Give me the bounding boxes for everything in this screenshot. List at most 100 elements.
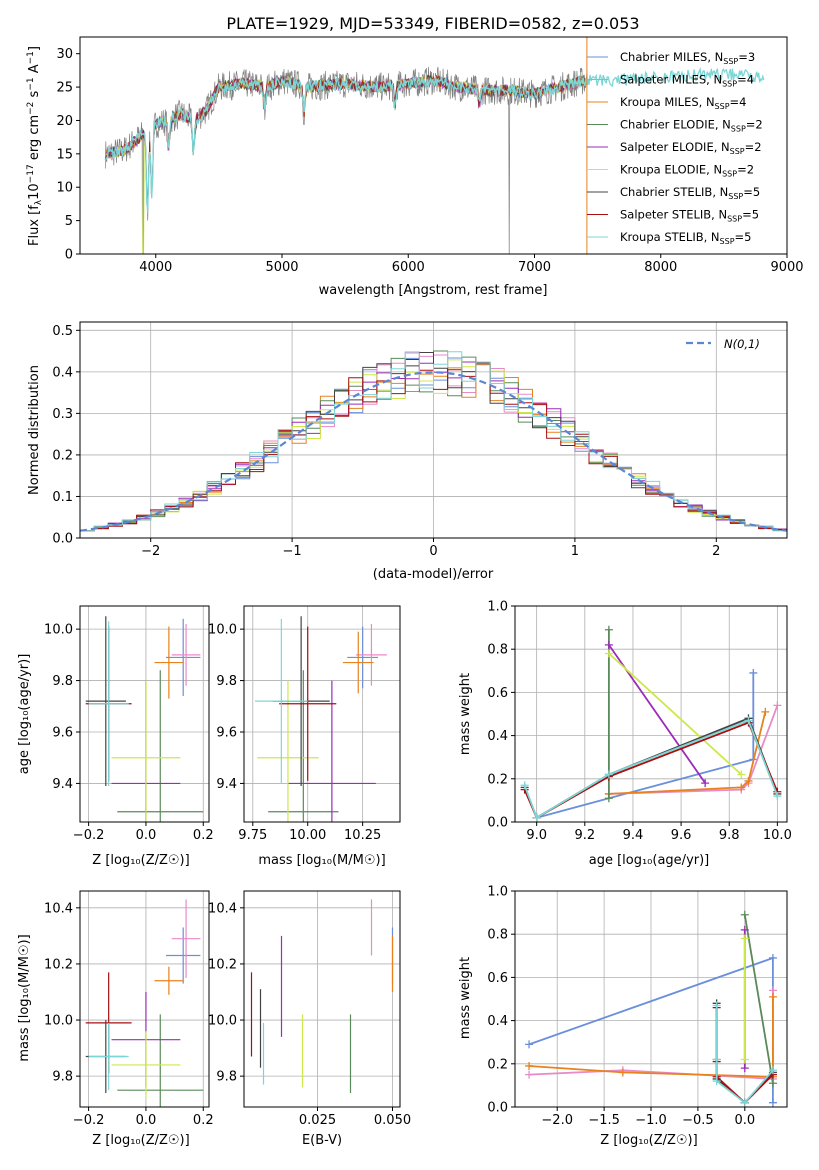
y-tick-label: 10.0 bbox=[208, 1014, 237, 1029]
y-tick-label: 0.8 bbox=[487, 928, 508, 943]
weight-point-chabrier-elodie bbox=[604, 625, 613, 634]
weight-point-chabrier-miles bbox=[749, 668, 758, 677]
axes-frame bbox=[79, 890, 210, 1108]
plot-area bbox=[85, 616, 204, 822]
weight-point-chabrier-miles bbox=[525, 1040, 534, 1049]
y-tick-label: 0.6 bbox=[487, 686, 508, 701]
y-tick-label: 0.2 bbox=[487, 1057, 508, 1072]
y-tick-label: 9.8 bbox=[52, 1070, 73, 1085]
y-tick-label: 10.4 bbox=[44, 901, 73, 916]
x-tick-label: −2.0 bbox=[541, 1113, 573, 1128]
weight-point-kroupa-stelib bbox=[768, 1066, 777, 1075]
y-tick-label: 0.1 bbox=[52, 490, 73, 505]
y-tick-label: 0.2 bbox=[52, 448, 73, 463]
y-tick-label: 0.2 bbox=[487, 772, 508, 787]
y-tick-label: 0.5 bbox=[52, 324, 73, 339]
y-tick-label: 10.2 bbox=[208, 957, 237, 972]
weight-point-chabrier-elodie bbox=[768, 1079, 777, 1088]
weight-point-kroupa-miles bbox=[737, 783, 746, 792]
y-tick-label: 9.4 bbox=[52, 777, 73, 792]
legend-label-kroupa-stelib: Kroupa STELIB, NSSP=5 bbox=[620, 230, 751, 246]
x-tick-label: 9.2 bbox=[574, 828, 595, 843]
y-tick-label: 9.6 bbox=[52, 726, 73, 741]
axes-frame bbox=[514, 605, 788, 823]
residual-panel: −2 −1 0 1 2 0.0 0.1 0.2 0.3 0.4 0.5 N(0,1) bbox=[52, 321, 788, 559]
mass-vs-z-panel: −0.2 0.0 0.2 9.8 10.0 10.2 10.4 bbox=[44, 890, 214, 1128]
x-tick-label: 2 bbox=[712, 544, 720, 559]
x-tick-label: 9.4 bbox=[623, 828, 644, 843]
y-tick-label: 15 bbox=[56, 147, 73, 162]
legend-label-gaussian: N(0,1) bbox=[724, 337, 760, 351]
weight-point-kroupa-stelib bbox=[712, 1055, 721, 1064]
weight-line-chabrier-elodie bbox=[743, 914, 774, 1084]
weight-age-xlabel: age [log₁₀(age/yr)] bbox=[589, 853, 710, 868]
x-tick-label: 10.00 bbox=[289, 828, 326, 843]
y-tick-label: 9.8 bbox=[216, 1070, 237, 1085]
weight-point-kroupa-stelib bbox=[712, 1077, 721, 1086]
legend-label-salpeter-elodie: Salpeter ELODIE, NSSP=2 bbox=[620, 140, 762, 156]
weight-point-kroupa-stelib bbox=[740, 1098, 749, 1107]
weight-point-kroupa-miles bbox=[618, 1068, 627, 1077]
x-tick-label: 0.0 bbox=[136, 828, 157, 843]
y-tick-label: 9.8 bbox=[52, 674, 73, 689]
y-tick-label: 0.8 bbox=[487, 643, 508, 658]
model-spectrum-kroupa-stelib bbox=[104, 66, 765, 213]
x-tick-label: 10.25 bbox=[344, 828, 381, 843]
weight-vs-age-panel: 9.0 9.2 9.4 9.6 9.8 10.0 0.0 0.2 0.4 0.6 0.8 1.0 bbox=[487, 600, 792, 844]
age-vs-mass-panel: 9.75 10.00 10.25 9.4 9.6 9.8 10.0 bbox=[208, 605, 401, 843]
weight-z-xlabel: Z [log₁₀(Z/Z☉)] bbox=[600, 1133, 697, 1148]
x-tick-label: 0.0 bbox=[136, 1113, 157, 1128]
weight-point-salpeter-elodie bbox=[740, 1064, 749, 1073]
legend-label-kroupa-miles: Kroupa MILES, NSSP=4 bbox=[620, 95, 746, 111]
x-tick-label: 9.8 bbox=[719, 828, 740, 843]
y-tick-label: 10.4 bbox=[208, 901, 237, 916]
plot-area bbox=[250, 899, 394, 1093]
x-tick-label: −1.5 bbox=[588, 1113, 620, 1128]
plot-area bbox=[80, 350, 787, 532]
weight-point-kroupa-elodie bbox=[740, 1055, 749, 1064]
x-tick-label: 5000 bbox=[265, 260, 298, 275]
x-tick-label: −1 bbox=[283, 544, 302, 559]
age-vs-z-panel: −0.2 0.0 0.2 9.4 9.6 9.8 10.0 bbox=[44, 605, 214, 843]
weight-point-kroupa-stelib bbox=[744, 716, 753, 725]
weight-point-salpeter-elodie bbox=[604, 640, 613, 649]
axes-frame bbox=[243, 605, 401, 823]
x-tick-label: −0.2 bbox=[73, 828, 105, 843]
y-tick-label: 9.4 bbox=[216, 777, 237, 792]
weight-point-kroupa-elodie bbox=[737, 770, 746, 779]
y-tick-label: 0.0 bbox=[487, 1101, 508, 1116]
weight-point-kroupa-stelib bbox=[712, 1001, 721, 1010]
spectrum-ylabel: Flux [fλ10−17 erg cm−2 s−1 A−1] bbox=[26, 46, 44, 246]
y-tick-label: 1.0 bbox=[487, 600, 508, 615]
residual-ylabel: Normed distribution bbox=[27, 365, 42, 495]
age-mass-xlabel: mass [log₁₀(M/M☉)] bbox=[258, 853, 385, 868]
weight-line-kroupa-elodie bbox=[608, 652, 742, 776]
x-tick-label: −0.2 bbox=[73, 1113, 105, 1128]
weight-z-ylabel: mass weight bbox=[458, 957, 473, 1039]
x-tick-label: 1 bbox=[571, 544, 579, 559]
y-tick-label: 10.0 bbox=[44, 1014, 73, 1029]
y-tick-label: 0.4 bbox=[487, 729, 508, 744]
legend-label-kroupa-elodie: Kroupa ELODIE, NSSP=2 bbox=[620, 163, 754, 179]
x-tick-label: 8000 bbox=[644, 260, 677, 275]
plot-area bbox=[104, 37, 765, 254]
x-tick-label: 9.75 bbox=[238, 828, 267, 843]
weight-point-salpeter-elodie bbox=[740, 925, 749, 934]
legend-label-salpeter-miles: Salpeter MILES, NSSP=4 bbox=[620, 73, 754, 89]
weight-age-ylabel: mass weight bbox=[458, 673, 473, 755]
y-tick-label: 0.4 bbox=[487, 1014, 508, 1029]
x-tick-label: 4000 bbox=[139, 260, 172, 275]
weight-point-chabrier-miles bbox=[768, 953, 777, 962]
x-tick-label: 7000 bbox=[518, 260, 551, 275]
y-tick-label: 9.8 bbox=[216, 674, 237, 689]
y-tick-label: 25 bbox=[56, 81, 73, 96]
weight-point-salpeter-elodie bbox=[701, 779, 710, 788]
spectrum-panel: 4000 5000 6000 7000 8000 9000 0 5 10 15 20 25 30 Chab… bbox=[56, 36, 804, 275]
y-tick-label: 10 bbox=[56, 181, 73, 196]
weight-point-chabrier-elodie bbox=[740, 910, 749, 919]
x-tick-label: 9.6 bbox=[671, 828, 692, 843]
y-tick-label: 0 bbox=[65, 248, 73, 263]
plot-area bbox=[85, 899, 204, 1107]
mass-z-ylabel: mass [log₁₀(M/M☉)] bbox=[17, 934, 32, 1061]
y-tick-label: 0.4 bbox=[52, 365, 73, 380]
